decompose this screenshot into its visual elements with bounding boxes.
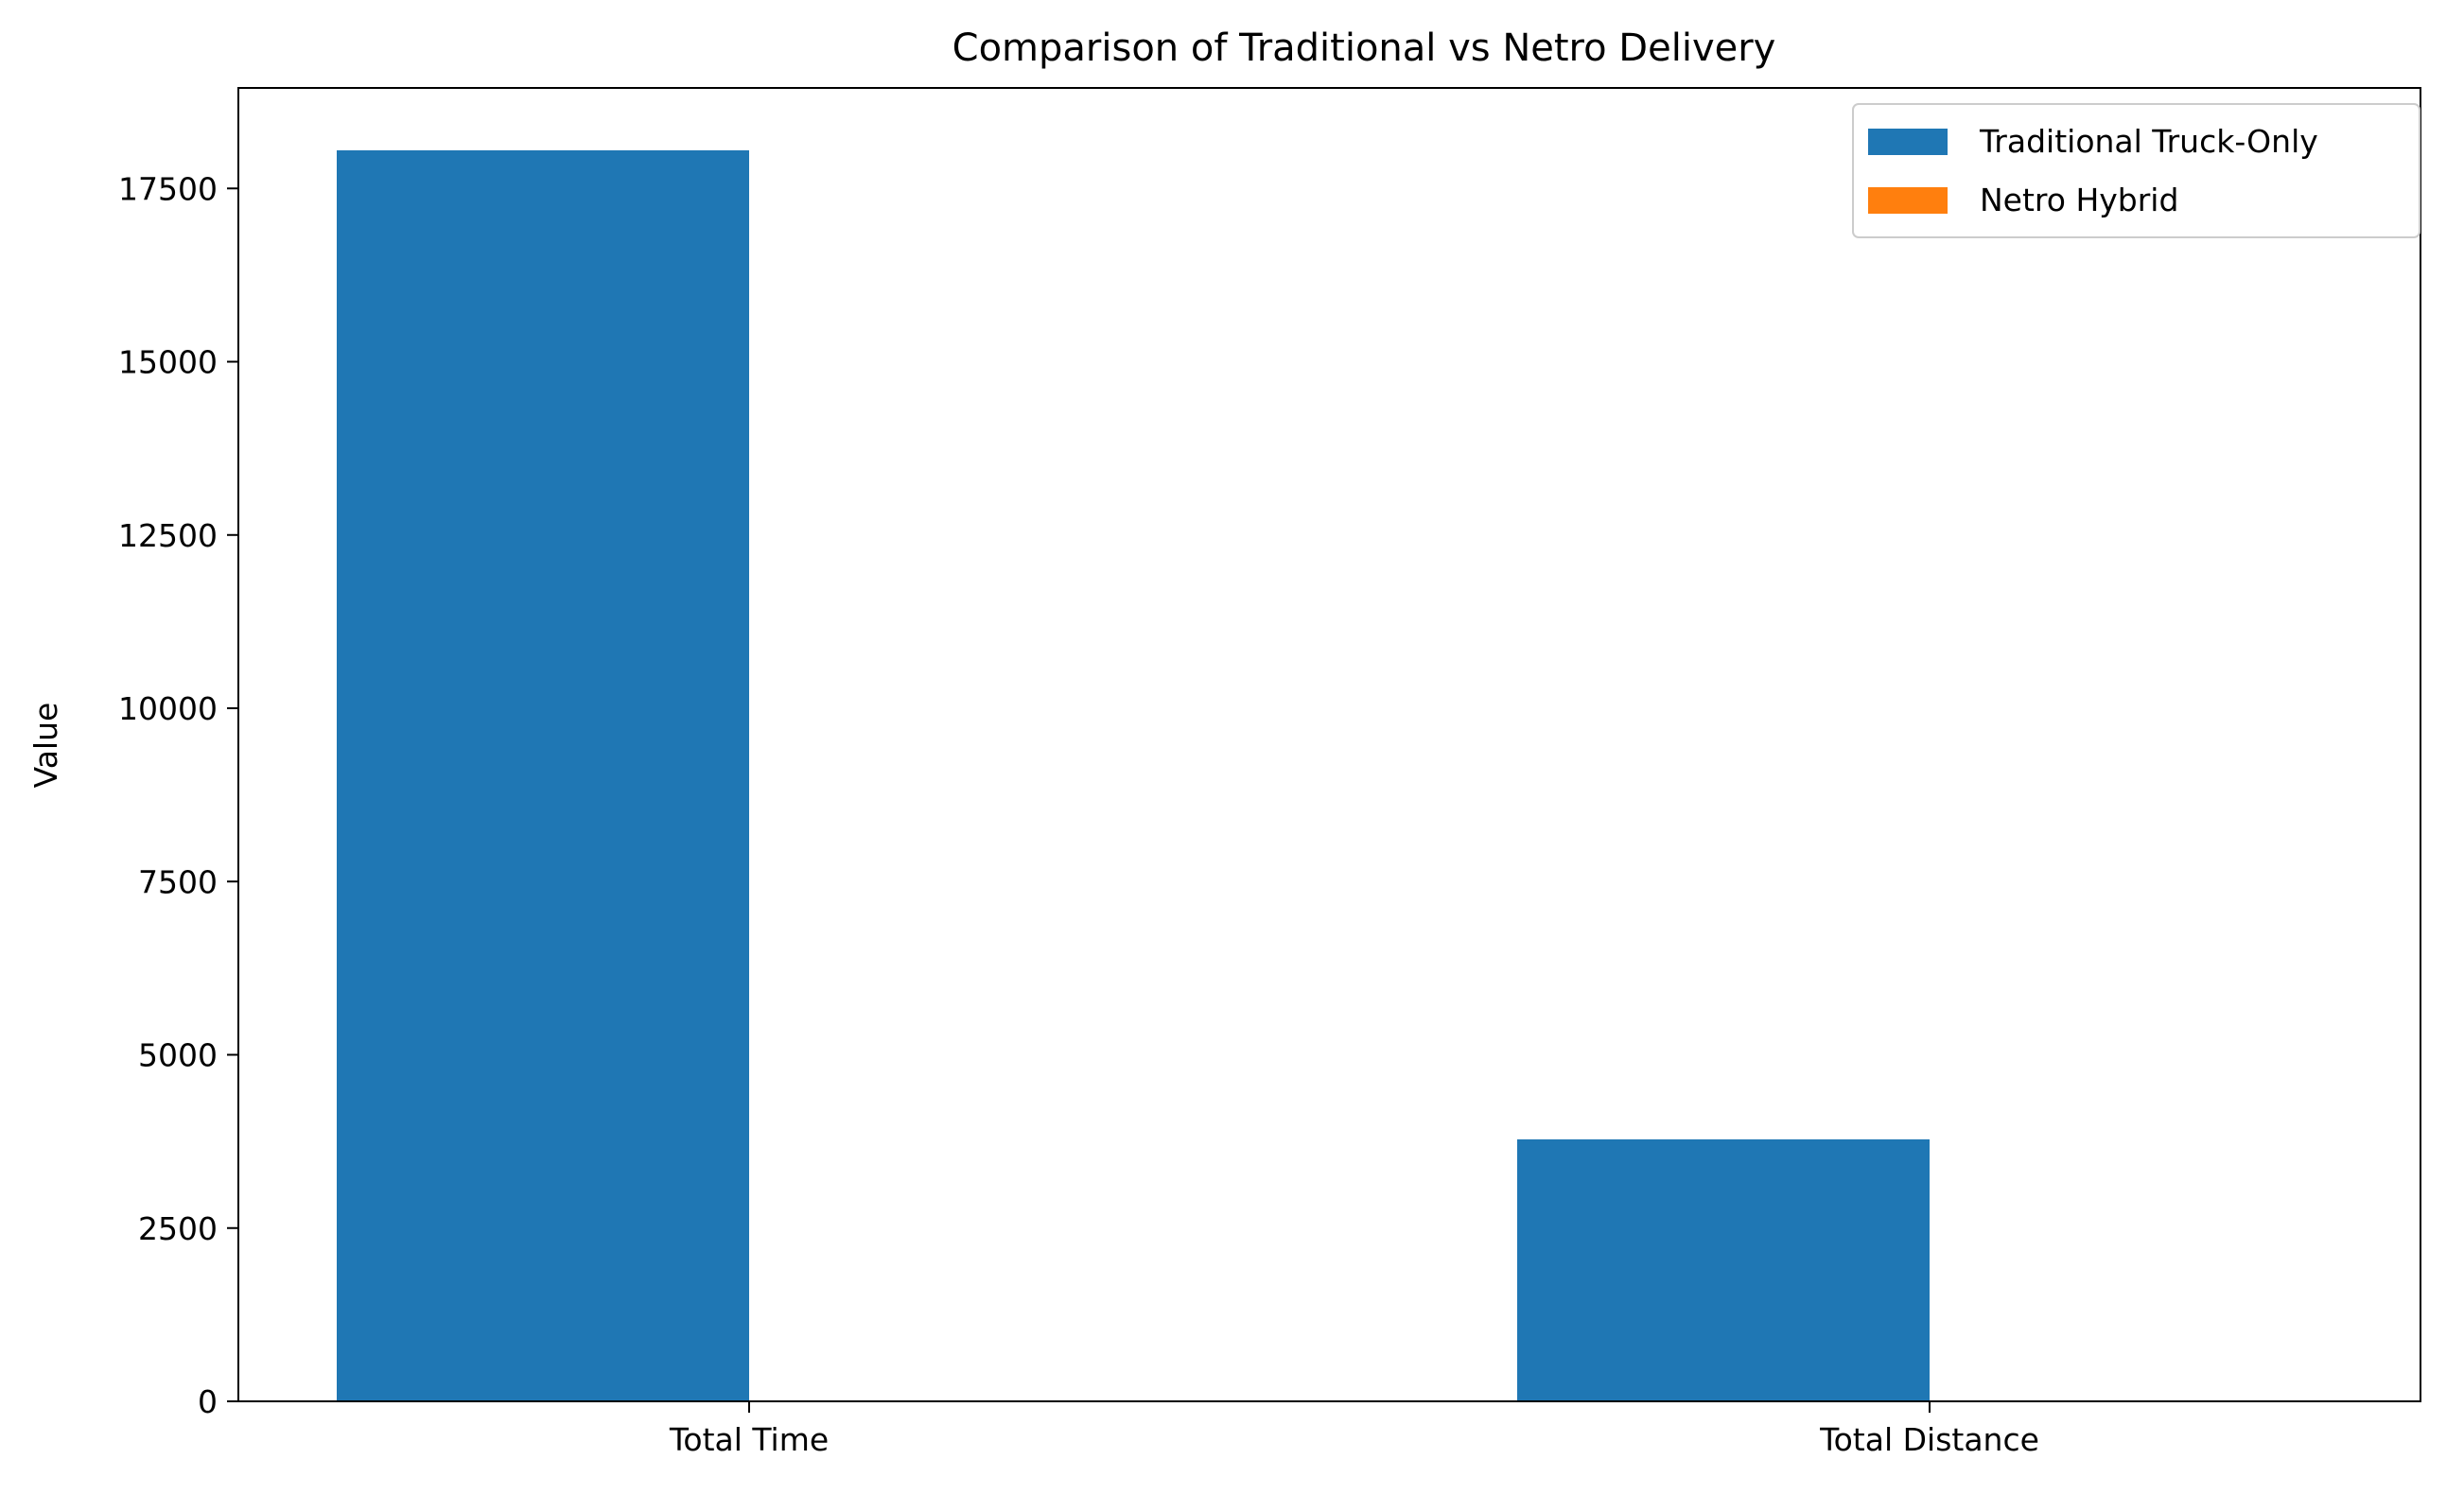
y-tick-label: 17500 [118,170,218,207]
legend-swatch-netro [1868,187,1948,214]
y-axis-label: Value [27,703,64,789]
bar-traditional-total-time [337,149,749,1401]
y-axis: 0 2500 5000 7500 10000 12500 15000 17500 [118,170,238,1420]
y-tick-label: 7500 [138,863,218,900]
legend: Traditional Truck-Only Netro Hybrid [1852,103,2420,238]
x-axis: Total Time Total Distance [669,1401,2039,1458]
bar-traditional-total-distance [1517,1138,1930,1401]
bars-group [337,149,1930,1401]
y-tick-label: 5000 [138,1037,218,1074]
x-tick-label: Total Distance [1819,1421,2039,1458]
x-tick-label: Total Time [669,1421,829,1458]
legend-label-traditional: Traditional Truck-Only [1979,123,2318,160]
legend-label-netro: Netro Hybrid [1980,182,2178,218]
y-tick-label: 15000 [118,344,218,381]
y-tick-label: 10000 [118,690,218,727]
legend-swatch-traditional [1868,129,1948,155]
y-tick-label: 0 [198,1383,218,1420]
y-tick-label: 12500 [118,517,218,554]
plot-frame [237,87,2421,1402]
y-tick-label: 2500 [138,1210,218,1247]
legend-box [1852,103,2420,238]
chart-title: Comparison of Traditional vs Netro Deliv… [952,26,1776,70]
